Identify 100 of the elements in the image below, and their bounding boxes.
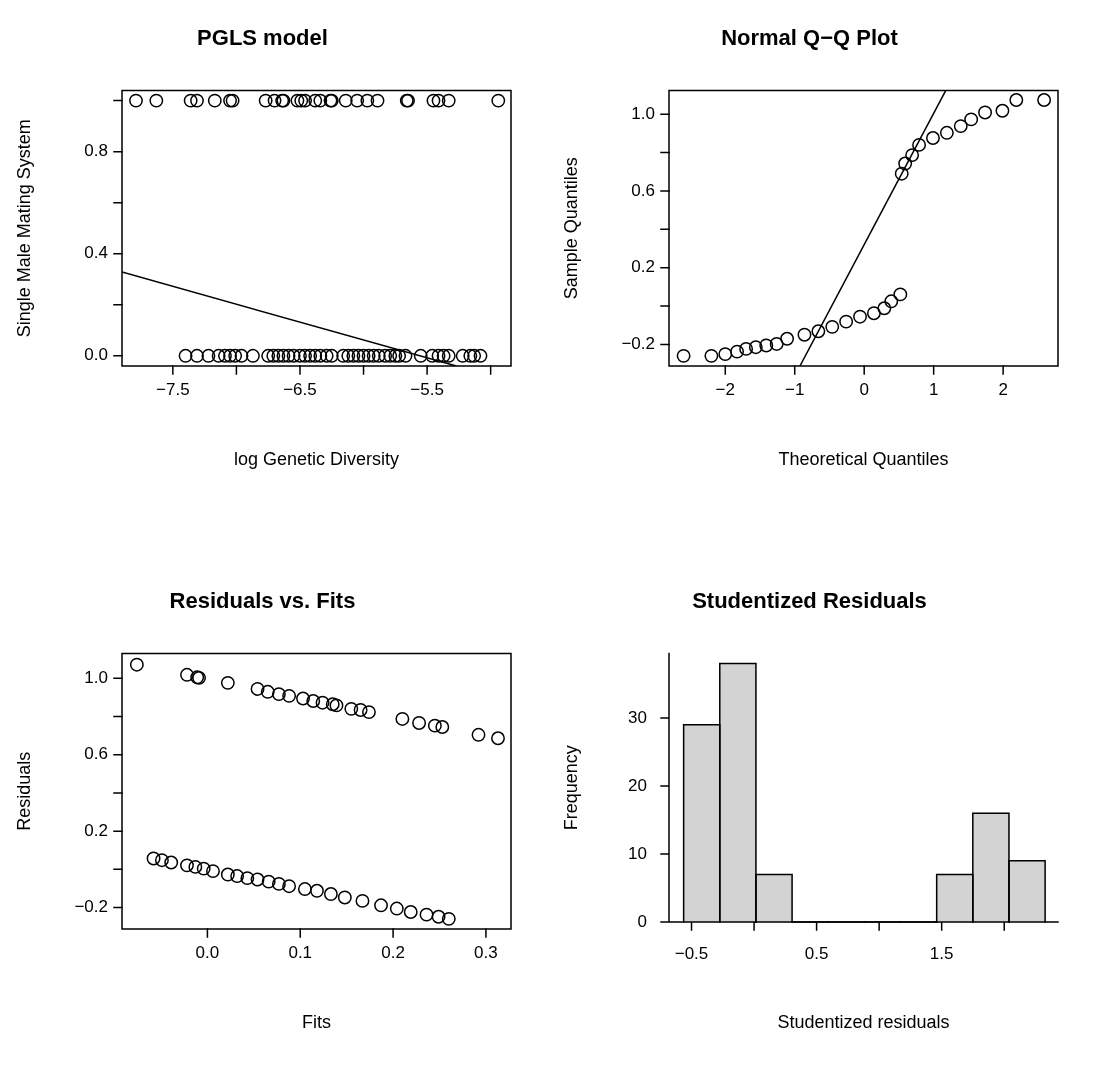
point [811,324,826,339]
point [220,675,235,690]
point [839,314,854,329]
point [912,137,927,152]
x-tick-label: 1.5 [929,943,954,963]
chart-title: PGLS model [197,25,328,51]
point [926,131,940,145]
point [877,301,892,316]
point [282,879,297,894]
point [230,869,245,884]
point [180,858,194,873]
point [676,348,691,363]
point [154,853,169,868]
x-tick-label: 0.5 [804,943,829,963]
x-tick-label: −7.5 [156,379,190,399]
point [730,344,745,359]
x-tick-label: 2 [998,379,1008,399]
point [164,855,179,870]
point [884,294,899,309]
point [206,864,220,879]
y-tick-label: 1.0 [84,667,108,687]
y-tick-label: −0.2 [74,897,108,917]
point [355,893,370,908]
y-axis-title: Sample Quantiles [560,157,581,300]
x-axis-title: Fits [302,1012,331,1033]
point [435,720,450,734]
x-tick-label: 0.0 [195,942,220,962]
y-tick-label: 20 [628,775,647,795]
point [353,703,368,717]
point [471,727,486,742]
chart-title: Residuals vs. Fits [169,588,356,614]
point [905,148,920,163]
point [196,861,211,876]
x-tick-label: −5.5 [410,379,444,399]
y-tick-label: 0.2 [84,820,108,840]
y-tick-label: 0.4 [84,243,108,263]
x-axis-title: log Genetic Diversity [233,449,400,470]
point [739,341,754,356]
y-tick-label: 1.0 [631,103,655,123]
point [964,112,979,127]
point [271,876,286,891]
point [769,336,784,351]
point [1037,93,1052,107]
point [759,338,774,353]
point [403,905,418,919]
chart-title: Studentized Residuals [692,588,927,614]
point [250,872,265,887]
y-tick-label: 10 [628,843,647,863]
point [866,306,881,321]
point [427,718,442,733]
point [362,705,376,720]
point [297,882,312,897]
y-tick-label: 30 [628,707,647,727]
point [412,716,427,730]
y-axis-title: Frequency [560,745,581,831]
y-tick-label: 0.0 [84,345,108,365]
point [323,887,338,901]
point [431,909,446,924]
x-tick-label: −6.5 [283,379,317,399]
y-axis-title: Single Male Mating System [13,119,34,338]
point [344,701,359,716]
point [250,682,265,696]
y-axis-title: Residuals [13,751,34,831]
point [893,287,908,302]
y-tick-label: 0 [637,911,647,931]
y-tick-label: −0.2 [621,334,655,354]
point [325,697,340,712]
point [310,883,324,898]
point [188,859,203,874]
point [491,731,505,746]
point [718,347,733,362]
point [315,695,330,710]
point [180,667,194,682]
x-axis-title: Studentized residuals [777,1012,950,1033]
point [389,901,404,916]
y-tick-label: 0.6 [84,744,108,764]
point [797,327,812,342]
x-tick-label: −2 [715,379,735,399]
point [146,851,161,866]
chart-title: Normal Q−Q Plot [721,25,899,51]
point [1009,93,1024,107]
x-tick-label: 0 [859,379,869,399]
point [441,911,456,926]
y-tick-label: 0.6 [631,180,655,200]
point [825,319,840,334]
point [894,166,909,181]
x-tick-label: −0.5 [674,943,709,963]
point [704,348,719,363]
point [748,340,763,355]
point [261,874,276,889]
x-tick-label: 0.3 [474,942,498,962]
point [374,898,388,913]
point [271,687,286,702]
point [939,125,954,140]
point [129,657,144,672]
x-tick-label: 0.2 [381,942,405,962]
point [395,712,410,726]
x-tick-label: 1 [928,379,939,399]
point [220,867,235,882]
point [260,684,275,699]
